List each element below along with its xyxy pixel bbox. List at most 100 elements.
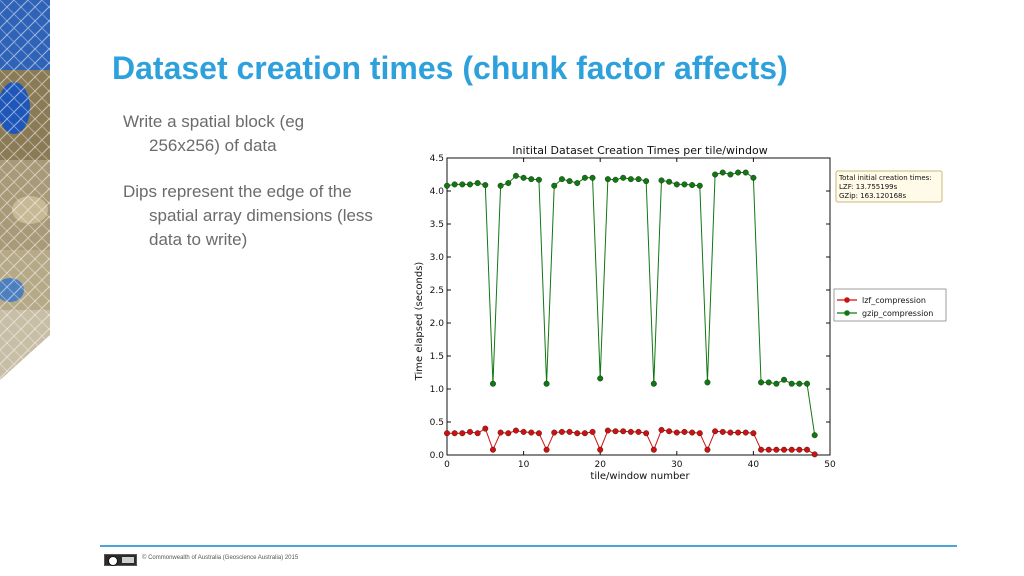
data-point-gzip	[444, 182, 450, 189]
legend: lzf_compression gzip_compression	[833, 288, 947, 322]
data-point-gzip	[804, 380, 810, 387]
data-point-lzf	[490, 446, 496, 453]
y-axis-label: Time elapsed (seconds)	[414, 262, 425, 382]
data-point-lzf	[444, 430, 450, 437]
line-chart: Initital Dataset Creation Times per tile…	[414, 144, 947, 482]
data-point-lzf	[512, 427, 519, 434]
data-point-lzf	[459, 430, 466, 437]
data-point-gzip	[512, 172, 519, 179]
data-point-gzip	[811, 432, 818, 439]
legend-label: lzf_compression	[862, 296, 926, 305]
legend-marker-gzip	[844, 310, 850, 316]
data-point-lzf	[643, 430, 650, 437]
data-point-lzf	[467, 428, 473, 435]
data-point-gzip	[681, 181, 688, 188]
annotation-line: GZip: 163.120168s	[839, 192, 906, 200]
annotation-line: LZF: 13.755199s	[839, 183, 898, 191]
data-point-lzf	[497, 429, 504, 436]
satellite-image-strip	[0, 0, 50, 380]
data-point-lzf	[735, 429, 742, 436]
data-point-lzf	[528, 429, 535, 436]
data-point-lzf	[535, 430, 542, 437]
data-point-lzf	[627, 428, 634, 435]
data-point-gzip	[735, 169, 742, 176]
plot-area	[446, 157, 831, 456]
data-point-lzf	[811, 451, 818, 458]
legend-label: gzip_compression	[862, 309, 933, 318]
data-point-gzip	[689, 182, 696, 189]
data-point-gzip	[742, 169, 749, 176]
data-point-gzip	[604, 176, 611, 183]
y-tick-label: 4.0	[430, 187, 445, 197]
data-point-lzf	[773, 446, 780, 453]
data-point-lzf	[666, 428, 673, 435]
data-point-gzip	[719, 169, 726, 176]
by-icon	[122, 557, 134, 563]
y-tick-label: 2.5	[430, 286, 444, 296]
data-point-gzip	[796, 380, 803, 387]
side-decoration-image	[0, 0, 50, 380]
data-point-lzf	[758, 446, 765, 453]
data-point-gzip	[781, 376, 787, 383]
x-tick-label: 20	[594, 460, 606, 470]
data-point-lzf	[765, 446, 772, 453]
data-point-lzf	[681, 428, 688, 435]
bullet-item: Dips represent the edge of the spatial a…	[123, 182, 373, 249]
data-point-lzf	[704, 446, 711, 453]
creative-commons-badge	[104, 554, 137, 566]
data-point-gzip	[627, 176, 634, 183]
data-point-gzip	[658, 177, 665, 184]
data-point-lzf	[804, 446, 810, 453]
data-point-gzip	[490, 380, 496, 387]
data-point-lzf	[781, 446, 787, 453]
data-point-lzf	[474, 430, 481, 437]
data-point-lzf	[581, 430, 588, 437]
bullet-list: Write a spatial block (eg 256x256) of da…	[123, 110, 378, 274]
data-point-gzip	[451, 181, 458, 188]
data-point-gzip	[558, 176, 565, 183]
y-tick-label: 1.5	[430, 352, 444, 362]
y-tick-label: 3.0	[430, 253, 445, 263]
data-point-lzf	[712, 428, 719, 435]
data-point-lzf	[574, 430, 581, 437]
data-point-gzip	[543, 380, 550, 387]
data-point-gzip	[773, 380, 780, 387]
annotation-line: Total initial creation times:	[838, 174, 932, 182]
data-point-lzf	[543, 446, 550, 453]
data-point-gzip	[528, 176, 535, 183]
data-point-gzip	[612, 176, 619, 183]
y-tick-label: 0.0	[430, 451, 445, 461]
data-point-lzf	[620, 428, 627, 435]
data-point-gzip	[765, 379, 772, 386]
data-point-gzip	[666, 178, 673, 185]
data-point-lzf	[612, 428, 619, 435]
x-axis-label: tile/window number	[590, 471, 690, 482]
data-point-gzip	[788, 380, 795, 387]
data-point-lzf	[566, 428, 573, 435]
data-point-lzf	[673, 429, 680, 436]
data-point-gzip	[597, 375, 604, 382]
slide-title: Dataset creation times (chunk factor aff…	[112, 50, 788, 86]
x-tick-label: 0	[444, 460, 450, 470]
chart-container: Initital Dataset Creation Times per tile…	[405, 138, 960, 488]
data-point-gzip	[635, 176, 642, 183]
data-point-lzf	[742, 429, 749, 436]
data-point-lzf	[750, 430, 757, 437]
data-point-gzip	[758, 379, 765, 386]
x-tick-label: 30	[671, 460, 683, 470]
data-point-gzip	[589, 174, 596, 181]
legend-marker-lzf	[844, 297, 850, 303]
data-point-lzf	[727, 429, 734, 436]
data-point-lzf	[788, 446, 795, 453]
data-point-gzip	[696, 182, 703, 189]
data-point-lzf	[796, 446, 803, 453]
data-point-lzf	[558, 428, 565, 435]
data-point-gzip	[727, 171, 734, 178]
chart-title: Initital Dataset Creation Times per tile…	[512, 144, 767, 157]
x-tick-label: 10	[518, 460, 530, 470]
data-point-gzip	[574, 180, 581, 187]
data-point-lzf	[551, 429, 558, 436]
data-point-lzf	[689, 429, 696, 436]
data-point-gzip	[505, 180, 512, 187]
data-point-lzf	[520, 428, 527, 435]
